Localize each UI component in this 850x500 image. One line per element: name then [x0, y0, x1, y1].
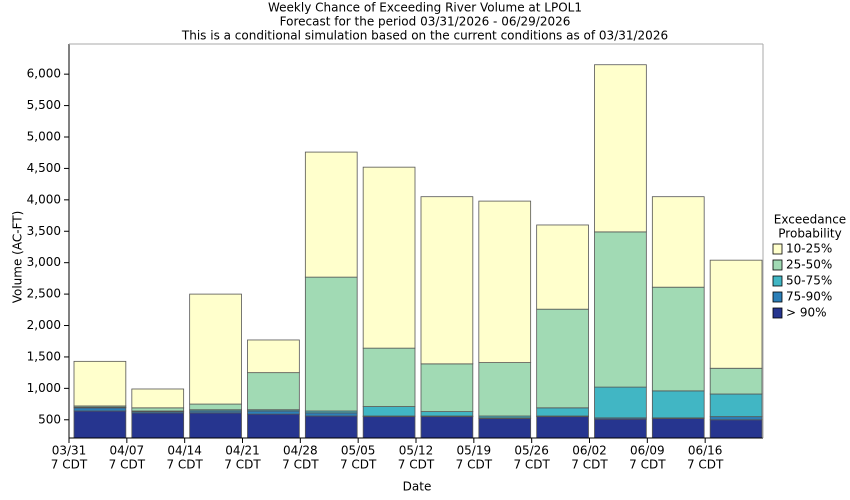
bar-segment: [247, 413, 300, 439]
bar-segment: [536, 308, 589, 409]
x-tick-sublabel: 7 CDT: [166, 458, 203, 472]
x-tick-label: 04/14: [167, 444, 202, 458]
x-tick-label: 06/09: [630, 444, 665, 458]
bar-segment: [362, 347, 416, 407]
bar-segment: [651, 196, 705, 288]
x-tick-label: 06/02: [572, 444, 607, 458]
bar-segment: [189, 293, 242, 405]
legend-swatch: [772, 291, 783, 303]
bar-segment: [131, 388, 185, 409]
x-tick-sublabel: 7 CDT: [456, 458, 493, 472]
x-tick-label: 05/12: [399, 444, 434, 458]
bar-segment: [536, 416, 589, 439]
bar-segment: [73, 410, 127, 439]
y-tick-label: 3,000: [27, 255, 61, 269]
bar-segment: [478, 362, 532, 417]
bar-segment: [709, 419, 763, 439]
legend-swatch: [772, 243, 783, 255]
bar-segment: [594, 64, 647, 233]
x-tick-sublabel: 7 CDT: [513, 458, 550, 472]
bar-segment: [304, 276, 358, 412]
bar-segment: [189, 412, 242, 439]
x-tick-label: 05/05: [341, 444, 376, 458]
x-tick-sublabel: 7 CDT: [224, 458, 261, 472]
legend-swatch: [772, 259, 783, 271]
y-tick-label: 6,000: [27, 67, 61, 81]
x-tick-sublabel: 7 CDT: [340, 458, 377, 472]
bar-segment: [709, 393, 763, 418]
bar-segment: [478, 418, 532, 439]
bar-segment: [304, 415, 358, 439]
legend-label: 25-50%: [786, 258, 832, 272]
bar-segment: [709, 259, 763, 369]
chart-subtitle: Forecast for the period 03/31/2026 - 06/…: [280, 15, 571, 29]
y-axis-label: Volume (AC-FT): [11, 211, 25, 304]
bar-segment: [73, 360, 127, 407]
bar-segment: [420, 416, 474, 439]
bar-segment: [189, 403, 242, 411]
x-tick-sublabel: 7 CDT: [687, 458, 724, 472]
legend-label: > 90%: [786, 306, 827, 320]
x-tick-sublabel: 7 CDT: [571, 458, 608, 472]
y-tick-label: 5,000: [27, 130, 61, 144]
x-tick-label: 04/07: [110, 444, 145, 458]
bar-segment: [709, 416, 763, 421]
bar-segment: [247, 372, 300, 411]
bar-segment: [304, 151, 358, 278]
bar-segment: [304, 412, 358, 417]
bar-segment: [594, 418, 647, 439]
x-tick-sublabel: 7 CDT: [282, 458, 319, 472]
bar-segment: [420, 196, 474, 365]
bar-segment: [247, 410, 300, 415]
bar-segment: [247, 339, 300, 374]
bar-segment: [651, 418, 705, 439]
y-tick-label: 500: [38, 412, 61, 426]
bar-segment: [420, 363, 474, 413]
x-tick-sublabel: 7 CDT: [109, 458, 146, 472]
bar-segment: [594, 231, 647, 388]
y-tick-label: 1,500: [27, 349, 61, 363]
y-tick-label: 4,500: [27, 161, 61, 175]
bar-segment: [362, 166, 416, 349]
bar-segment: [536, 224, 589, 310]
x-tick-label: 04/28: [283, 444, 318, 458]
bar-segment: [651, 286, 705, 392]
bar-segment: [478, 200, 532, 363]
chart-title: Weekly Chance of Exceeding River Volume …: [268, 1, 582, 15]
x-tick-sublabel: 7 CDT: [51, 458, 88, 472]
legend-swatch: [772, 307, 783, 319]
bar-segment: [362, 406, 416, 417]
y-tick-label: 1,000: [27, 381, 61, 395]
x-tick-label: 05/26: [514, 444, 549, 458]
legend-title: Exceedance: [774, 213, 846, 227]
x-tick-label: 04/21: [225, 444, 260, 458]
y-tick-label: 2,000: [27, 318, 61, 332]
bar-segment: [536, 407, 589, 417]
x-tick-sublabel: 7 CDT: [629, 458, 666, 472]
chart-note: This is a conditional simulation based o…: [181, 29, 668, 43]
x-axis-label: Date: [403, 480, 432, 494]
x-tick-label: 06/16: [688, 444, 723, 458]
legend-label: 50-75%: [786, 274, 832, 288]
x-tick-sublabel: 7 CDT: [398, 458, 435, 472]
y-tick-label: 3,500: [27, 224, 61, 238]
legend-label: 10-25%: [786, 242, 832, 256]
bar-segment: [131, 407, 185, 412]
bar-segment: [73, 407, 127, 412]
y-tick-label: 4,000: [27, 192, 61, 206]
bar-segment: [651, 390, 705, 419]
bar-segment: [362, 416, 416, 439]
bar-segment: [420, 411, 474, 417]
x-tick-label: 03/31: [52, 444, 87, 458]
bar-segment: [709, 367, 763, 395]
x-tick-label: 05/19: [457, 444, 492, 458]
bar-segment: [594, 386, 647, 419]
legend-swatch: [772, 275, 783, 287]
bar-segment: [131, 412, 185, 439]
legend-title: Probability: [778, 227, 841, 241]
y-tick-label: 2,500: [27, 287, 61, 301]
y-tick-label: 5,500: [27, 98, 61, 112]
legend-label: 75-90%: [786, 290, 832, 304]
